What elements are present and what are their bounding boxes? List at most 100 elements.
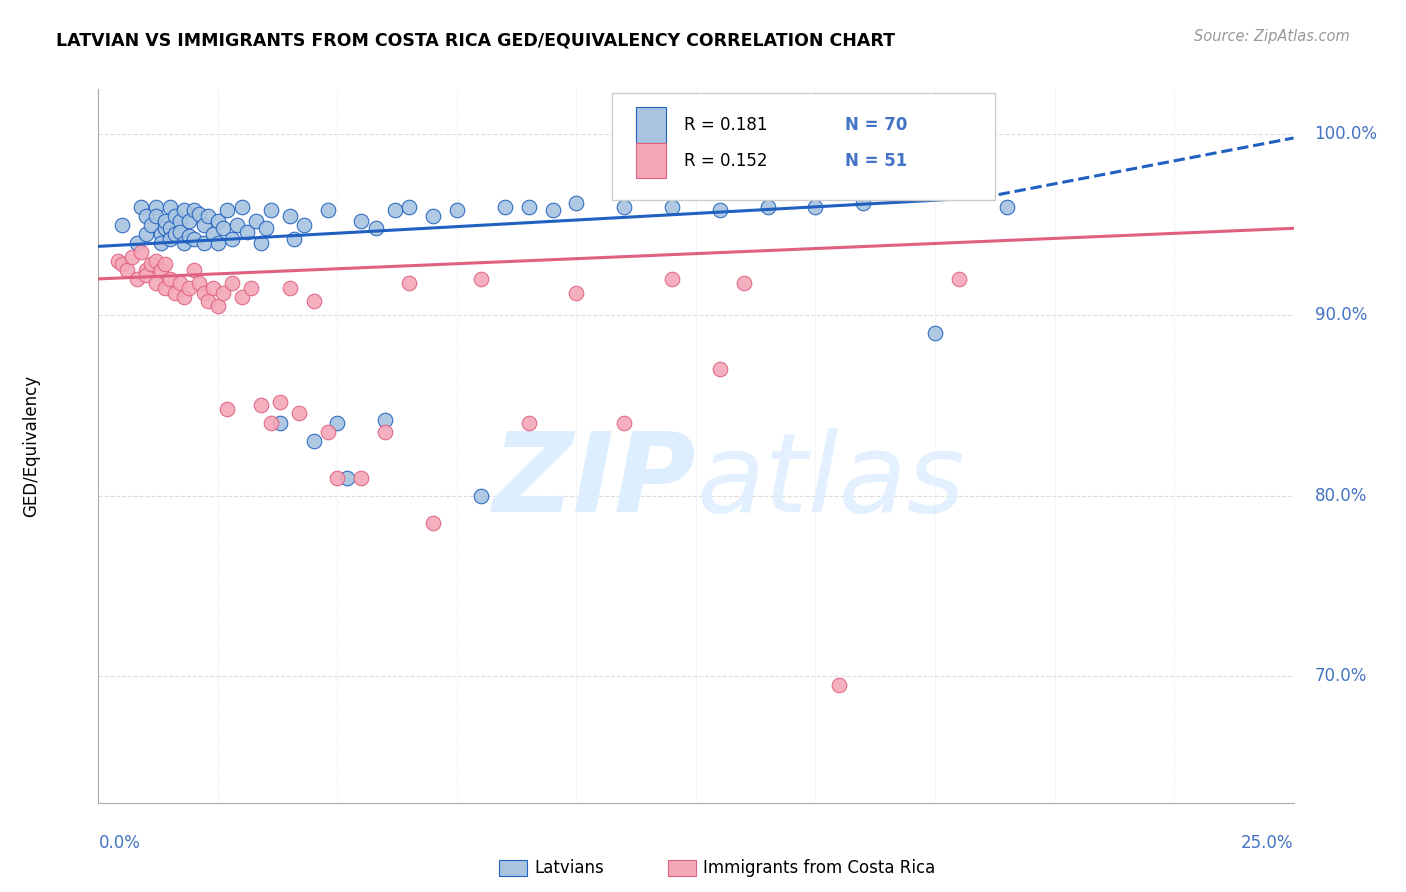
Point — [661, 272, 683, 286]
Point — [131, 244, 153, 259]
Point — [193, 235, 215, 250]
Point — [288, 406, 311, 420]
Point — [374, 413, 396, 427]
Point — [169, 276, 191, 290]
Point — [221, 232, 243, 246]
Point — [115, 263, 138, 277]
Point — [135, 209, 157, 223]
Point — [159, 272, 181, 286]
Point — [422, 209, 444, 223]
Point — [155, 214, 177, 228]
Point — [422, 516, 444, 530]
Point — [179, 214, 201, 228]
Point — [149, 235, 172, 250]
Point — [202, 281, 225, 295]
Point — [159, 232, 181, 246]
Text: GED/Equivalency: GED/Equivalency — [22, 375, 39, 517]
Point — [259, 417, 281, 431]
Text: N = 70: N = 70 — [845, 116, 908, 134]
Point — [221, 276, 243, 290]
Point — [139, 257, 162, 271]
Point — [135, 263, 157, 277]
Point — [470, 489, 492, 503]
Point — [350, 470, 373, 484]
Text: atlas: atlas — [696, 428, 965, 535]
Point — [183, 263, 205, 277]
Point — [211, 221, 233, 235]
Point — [350, 214, 373, 228]
Text: 0.0%: 0.0% — [98, 834, 141, 852]
Point — [111, 257, 134, 271]
Point — [173, 290, 195, 304]
Point — [159, 200, 181, 214]
Point — [169, 214, 191, 228]
Point — [278, 281, 301, 295]
Point — [217, 401, 239, 416]
Point — [250, 235, 273, 250]
Point — [183, 203, 205, 218]
Text: 80.0%: 80.0% — [1315, 487, 1367, 505]
Point — [173, 235, 195, 250]
Text: 25.0%: 25.0% — [1241, 834, 1294, 852]
Point — [135, 227, 157, 241]
Point — [159, 221, 181, 235]
Point — [155, 221, 177, 235]
Point — [135, 268, 157, 283]
Point — [145, 200, 167, 214]
Point — [231, 200, 253, 214]
Point — [398, 276, 420, 290]
Point — [179, 281, 201, 295]
Point — [207, 235, 229, 250]
Point — [197, 209, 219, 223]
Point — [193, 286, 215, 301]
Point — [169, 225, 191, 239]
Text: N = 51: N = 51 — [845, 152, 908, 169]
Point — [302, 434, 325, 449]
Point — [149, 263, 172, 277]
Point — [398, 200, 420, 214]
Point — [384, 203, 406, 218]
Point — [226, 218, 249, 232]
Point — [107, 253, 129, 268]
Text: ZIP: ZIP — [492, 428, 696, 535]
Point — [374, 425, 396, 440]
Point — [207, 214, 229, 228]
Point — [197, 293, 219, 308]
FancyBboxPatch shape — [636, 107, 666, 143]
Point — [948, 272, 970, 286]
Point — [565, 196, 588, 211]
Point — [541, 203, 564, 218]
Point — [193, 218, 215, 232]
Text: R = 0.181: R = 0.181 — [685, 116, 768, 134]
Point — [145, 276, 167, 290]
Point — [613, 200, 636, 214]
Point — [245, 214, 267, 228]
Point — [149, 227, 172, 241]
Point — [231, 290, 253, 304]
Point — [125, 235, 148, 250]
Point — [202, 227, 225, 241]
Text: Immigrants from Costa Rica: Immigrants from Costa Rica — [703, 859, 935, 877]
Point — [924, 326, 946, 340]
Text: 70.0%: 70.0% — [1315, 667, 1367, 685]
Point — [316, 425, 339, 440]
Point — [326, 470, 349, 484]
Point — [302, 293, 325, 308]
Point — [250, 398, 273, 412]
Text: LATVIAN VS IMMIGRANTS FROM COSTA RICA GED/EQUIVALENCY CORRELATION CHART: LATVIAN VS IMMIGRANTS FROM COSTA RICA GE… — [56, 31, 896, 49]
Point — [326, 417, 349, 431]
FancyBboxPatch shape — [612, 93, 994, 200]
Point — [254, 221, 277, 235]
Text: 100.0%: 100.0% — [1315, 126, 1378, 144]
Point — [733, 276, 755, 290]
Point — [494, 200, 516, 214]
Point — [709, 362, 731, 376]
Text: R = 0.152: R = 0.152 — [685, 152, 768, 169]
Point — [121, 250, 143, 264]
Point — [125, 272, 148, 286]
Point — [217, 203, 239, 218]
Point — [163, 209, 186, 223]
FancyBboxPatch shape — [636, 143, 666, 178]
Text: Latvians: Latvians — [534, 859, 605, 877]
Point — [155, 257, 177, 271]
